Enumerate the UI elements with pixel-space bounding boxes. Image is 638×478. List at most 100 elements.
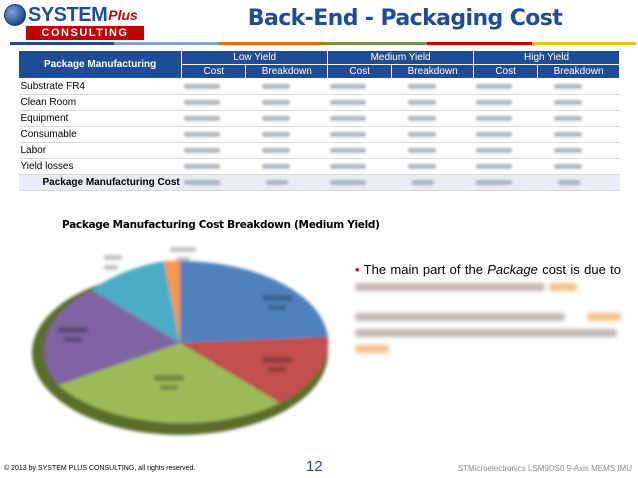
- blurred-slice-label: [58, 327, 88, 333]
- blurred-cell: [181, 158, 246, 175]
- header-package-manufacturing: Package Manufacturing: [17, 50, 183, 79]
- pie-slice-equipment: [180, 260, 328, 343]
- cost-table: Package Manufacturing Low Yield Medium Y…: [17, 50, 620, 191]
- blurred-slice-label: [176, 257, 190, 262]
- blurred-cell: [473, 94, 538, 111]
- bullet-dot: •: [355, 262, 360, 277]
- blurred-cell: [537, 142, 620, 159]
- company-logo: SYSTEM Plus CONSULTING: [4, 4, 146, 42]
- pie-slice-labor: [92, 261, 180, 343]
- bullet-1-suffix: cost is due to: [537, 262, 621, 277]
- pie-slice-yield-losses: [164, 260, 180, 343]
- blurred-cell: [327, 110, 392, 127]
- table-total-row: Package Manufacturing Cost: [18, 174, 620, 191]
- blurred-cell: [245, 126, 328, 143]
- table-row: Equipment: [18, 110, 620, 127]
- blurred-slice-label: [262, 295, 292, 301]
- bullet-2: [355, 308, 621, 356]
- subheader-breakdown: Breakdown: [537, 64, 620, 79]
- blurred-cell: [473, 174, 538, 191]
- row-label: Clean Room: [18, 94, 182, 111]
- accent-color-bar: [10, 42, 636, 45]
- blurred-text: [355, 344, 389, 353]
- pie-slice-substrate: [58, 343, 280, 424]
- table-subheader-row: Cost Breakdown Cost Breakdown Cost Break…: [19, 64, 620, 79]
- chart-title: Package Manufacturing Cost Breakdown (Me…: [62, 219, 380, 231]
- blurred-slice-label: [104, 265, 118, 270]
- bullet-1-italic: Package: [487, 262, 538, 277]
- blurred-cell: [181, 142, 246, 159]
- blurred-cell: [245, 174, 328, 191]
- blurred-text: [355, 312, 565, 321]
- blurred-slice-label: [154, 375, 184, 381]
- blurred-cell: [537, 78, 620, 95]
- blurred-slice-label: [160, 385, 178, 390]
- blurred-cell: [473, 142, 538, 159]
- header-medium-yield: Medium Yield: [327, 50, 475, 65]
- blurred-text: [355, 282, 545, 291]
- blurred-cell: [181, 126, 246, 143]
- bullet-1: • The main part of the Package cost is d…: [355, 262, 621, 294]
- blurred-cell: [473, 126, 538, 143]
- blurred-cell: [537, 94, 620, 111]
- subheader-cost: Cost: [181, 64, 247, 79]
- blurred-slice-label: [262, 357, 292, 363]
- blurred-cell: [245, 110, 328, 127]
- row-label: Substrate FR4: [18, 78, 182, 95]
- table-row: Labor: [18, 142, 620, 159]
- blurred-text: [587, 312, 621, 321]
- header-low-yield: Low Yield: [181, 50, 329, 65]
- blurred-cell: [537, 110, 620, 127]
- blurred-cell: [473, 78, 538, 95]
- blurred-slice-label: [268, 367, 286, 372]
- blurred-cell: [181, 78, 246, 95]
- blurred-cell: [537, 174, 620, 191]
- blurred-cell: [327, 126, 392, 143]
- document-name: STMicroelectronics LSM9DS0 9-Axis MEMS I…: [457, 464, 632, 473]
- subheader-breakdown: Breakdown: [245, 64, 329, 79]
- page-number: 12: [306, 458, 323, 475]
- blurred-slice-label: [104, 255, 122, 260]
- subheader-cost: Cost: [473, 64, 539, 79]
- blurred-cell: [391, 158, 474, 175]
- row-label: Yield losses: [18, 158, 182, 175]
- blurred-cell: [245, 94, 328, 111]
- blurred-cell: [181, 110, 246, 127]
- row-label: Labor: [18, 142, 182, 159]
- row-label: Equipment: [18, 110, 182, 127]
- logo-text-system: SYSTEM: [28, 4, 108, 26]
- blurred-cell: [181, 94, 246, 111]
- blurred-cell: [391, 110, 474, 127]
- subheader-cost: Cost: [327, 64, 393, 79]
- blurred-cell: [245, 158, 328, 175]
- total-row-label: Package Manufacturing Cost: [18, 174, 182, 191]
- color-bar-segment: [322, 42, 428, 45]
- blurred-cell: [245, 142, 328, 159]
- blurred-cell: [391, 142, 474, 159]
- globe-icon: [4, 4, 26, 26]
- pie-slice-consumable: [44, 290, 180, 385]
- blurred-cell: [391, 78, 474, 95]
- table-header-row: Package Manufacturing Low Yield Medium Y…: [17, 50, 620, 79]
- color-bar-segment: [114, 42, 219, 45]
- blurred-cell: [327, 158, 392, 175]
- logo-text-plus: Plus: [108, 7, 138, 23]
- pie-chart: [32, 247, 329, 435]
- blurred-slice-label: [170, 247, 196, 252]
- header-high-yield: High Yield: [473, 50, 620, 65]
- table-row: Substrate FR4: [18, 78, 620, 95]
- blurred-slice-label: [64, 337, 82, 342]
- table-row: Yield losses: [18, 158, 620, 175]
- blurred-cell: [537, 126, 620, 143]
- blurred-text: [548, 282, 577, 291]
- table-row: Clean Room: [18, 94, 620, 111]
- color-bar-segment: [427, 42, 532, 45]
- blurred-slice-label: [268, 305, 286, 310]
- blurred-cell: [391, 174, 474, 191]
- blurred-cell: [473, 110, 538, 127]
- blurred-cell: [327, 174, 392, 191]
- color-bar-segment: [531, 42, 636, 45]
- blurred-text: [355, 328, 617, 337]
- pie-slice-clean-room: [180, 337, 329, 403]
- blurred-cell: [245, 78, 328, 95]
